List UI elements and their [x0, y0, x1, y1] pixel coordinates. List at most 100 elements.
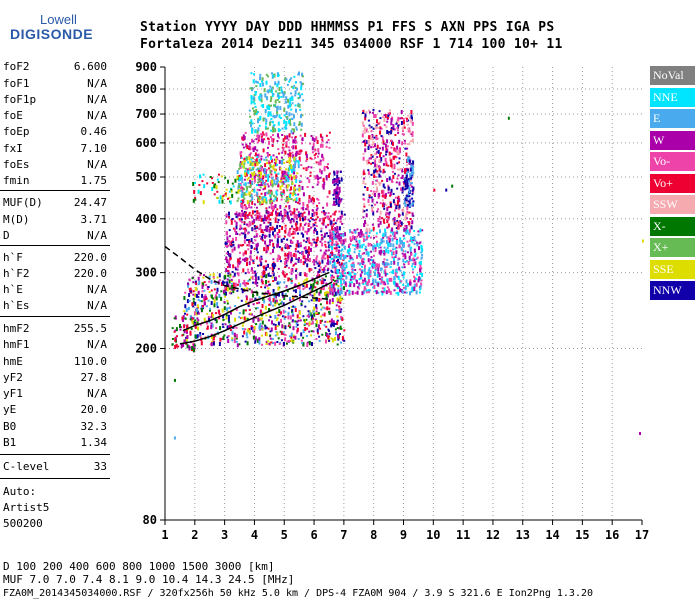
- echo-point: [339, 297, 342, 302]
- echo-point: [245, 259, 248, 262]
- echo-point: [308, 330, 311, 333]
- echo-point: [241, 189, 244, 192]
- echo-point: [341, 239, 344, 242]
- echo-point: [399, 269, 402, 272]
- echo-point: [300, 302, 303, 305]
- echo-point: [252, 168, 255, 171]
- echo-point: [220, 290, 223, 293]
- echo-point: [225, 315, 228, 320]
- echo-point: [184, 317, 187, 320]
- echo-point: [372, 279, 374, 284]
- echo-point: [408, 116, 411, 119]
- echo-point: [228, 239, 231, 242]
- echo-point: [392, 280, 395, 285]
- echo-point: [322, 270, 325, 273]
- echo-point: [283, 235, 286, 238]
- echo-point: [250, 96, 253, 101]
- echo-point: [359, 273, 362, 278]
- echo-point: [364, 238, 367, 241]
- echo-point: [294, 320, 297, 323]
- param-name: foEp: [3, 125, 30, 138]
- echo-point: [285, 179, 288, 182]
- echo-point: [294, 159, 297, 164]
- echo-point: [406, 179, 409, 184]
- echo-point: [278, 246, 281, 249]
- echo-point: [381, 116, 384, 118]
- echo-point: [408, 200, 411, 205]
- echo-point: [213, 184, 216, 189]
- echo-point: [307, 254, 309, 259]
- echo-point: [229, 273, 232, 276]
- echo-point: [367, 119, 370, 122]
- echo-point: [406, 240, 409, 243]
- echo-point: [349, 258, 352, 261]
- echo-point: [319, 176, 322, 179]
- echo-point: [402, 133, 405, 136]
- echo-point: [413, 259, 416, 262]
- echo-point: [507, 116, 510, 120]
- echo-point: [280, 179, 282, 182]
- echo-point: [281, 291, 284, 296]
- echo-point: [238, 233, 241, 236]
- echo-point: [401, 141, 404, 146]
- echo-point: [293, 190, 296, 195]
- echo-point: [334, 254, 337, 259]
- echo-point: [322, 185, 325, 190]
- echo-point: [185, 336, 188, 339]
- echo-point: [374, 175, 377, 178]
- echo-point: [284, 265, 287, 268]
- echo-point: [391, 237, 394, 242]
- echo-point: [242, 322, 245, 325]
- echo-point: [363, 277, 366, 282]
- echo-point: [199, 274, 202, 276]
- echo-point: [294, 157, 297, 162]
- echo-point: [332, 224, 335, 227]
- echo-point: [197, 290, 200, 295]
- echo-point: [280, 213, 282, 216]
- echo-point: [411, 167, 414, 172]
- echo-point: [396, 177, 399, 180]
- echo-point: [383, 258, 386, 261]
- echo-point: [329, 260, 332, 265]
- echo-point: [367, 130, 369, 133]
- echo-point: [227, 197, 229, 200]
- echo-point: [192, 305, 195, 308]
- echo-point: [328, 173, 330, 178]
- param-value: 24.47: [73, 196, 107, 209]
- echo-point: [295, 254, 297, 259]
- echo-point: [268, 161, 271, 164]
- echo-point: [409, 182, 412, 185]
- echo-point: [280, 318, 282, 323]
- panel-divider: [0, 316, 110, 317]
- echo-point: [320, 230, 323, 233]
- echo-point: [298, 260, 301, 263]
- echo-point: [254, 272, 257, 277]
- echo-point: [299, 181, 302, 183]
- echo-point: [338, 226, 341, 231]
- y-tick-label: 400: [135, 212, 157, 226]
- echo-point: [278, 343, 281, 345]
- echo-point: [287, 254, 290, 259]
- echo-point: [315, 281, 318, 284]
- echo-point: [396, 287, 399, 290]
- echo-point: [317, 152, 320, 155]
- echo-point: [352, 244, 355, 247]
- echo-point: [260, 158, 263, 160]
- echo-point: [333, 294, 336, 297]
- echo-point: [208, 275, 211, 280]
- echo-point: [273, 227, 276, 232]
- echo-point: [409, 211, 412, 214]
- echo-point: [261, 236, 264, 241]
- echo-point: [256, 284, 259, 287]
- echo-point: [359, 254, 362, 259]
- echo-point: [271, 145, 274, 147]
- echo-point: [332, 230, 335, 233]
- echo-point: [288, 205, 291, 210]
- echo-point: [368, 157, 371, 160]
- echo-point: [306, 314, 309, 317]
- echo-point: [420, 279, 423, 282]
- echo-point: [328, 307, 331, 310]
- echo-point: [363, 177, 366, 180]
- param-value: N/A: [87, 299, 107, 312]
- echo-point: [250, 326, 253, 330]
